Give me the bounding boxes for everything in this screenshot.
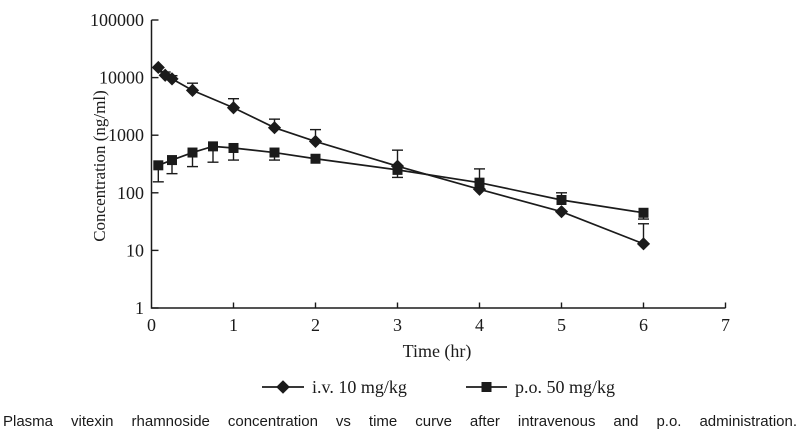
- data-point-diamond: [151, 60, 165, 75]
- data-point-square: [310, 153, 321, 164]
- legend-item-iv: i.v. 10 mg/kg: [262, 377, 407, 397]
- x-tick-label: 1: [229, 315, 238, 335]
- x-tick-label: 7: [721, 315, 730, 335]
- x-tick-label: 3: [393, 315, 402, 335]
- data-point-diamond: [308, 134, 323, 149]
- y-tick-label: 10: [126, 240, 144, 260]
- series-line: [157, 66, 644, 245]
- axis-lines: [150, 20, 726, 309]
- x-axis-ticks: 0 1 2 3 4 5 6 7: [147, 302, 730, 335]
- x-tick-label: 6: [639, 315, 648, 335]
- y-axis-ticks: 1 10 100 1000 10000 100000: [90, 10, 159, 318]
- data-point-square: [187, 147, 198, 158]
- data-point-diamond: [554, 205, 569, 219]
- data-point-diamond: [267, 121, 282, 135]
- y-axis-title: Concentration (ng/ml): [90, 90, 109, 242]
- data-point-square: [167, 155, 177, 166]
- diamond-marker-icon: [276, 380, 290, 394]
- data-point-diamond: [185, 83, 200, 97]
- square-marker-icon: [481, 382, 492, 392]
- y-tick-label: 1000: [108, 125, 144, 145]
- legend-item-po: p.o. 50 mg/kg: [466, 377, 615, 397]
- y-tick-label: 10000: [99, 68, 144, 88]
- x-axis-title: Time (hr): [403, 341, 472, 362]
- x-tick-label: 0: [147, 315, 156, 335]
- data-point-square: [228, 142, 239, 153]
- legend-label-iv: i.v. 10 mg/kg: [312, 377, 407, 397]
- series-layer: [151, 60, 651, 251]
- data-point-square: [153, 160, 164, 171]
- series-p-o-50-mg-kg: [152, 141, 649, 220]
- data-point-square: [208, 141, 218, 152]
- y-tick-label: 100: [117, 183, 144, 203]
- figure-caption: Plasma vitexin rhamnoside concentration …: [3, 413, 797, 430]
- x-tick-label: 4: [475, 315, 484, 335]
- series-i-v-10-mg-kg: [151, 60, 651, 251]
- x-tick-label: 5: [557, 315, 566, 335]
- data-point-diamond: [636, 237, 651, 251]
- data-point-square: [638, 207, 649, 218]
- data-point-square: [556, 194, 567, 205]
- data-point-diamond: [226, 101, 241, 115]
- legend: i.v. 10 mg/kg p.o. 50 mg/kg: [262, 377, 615, 397]
- data-point-square: [392, 164, 403, 175]
- series-line: [158, 145, 644, 214]
- x-tick-label: 2: [311, 315, 320, 335]
- data-point-diamond: [165, 72, 179, 86]
- legend-label-po: p.o. 50 mg/kg: [515, 377, 615, 397]
- y-tick-label: 1: [135, 298, 144, 318]
- data-point-square: [269, 147, 280, 158]
- data-point-square: [474, 177, 485, 188]
- y-tick-label: 100000: [90, 10, 144, 30]
